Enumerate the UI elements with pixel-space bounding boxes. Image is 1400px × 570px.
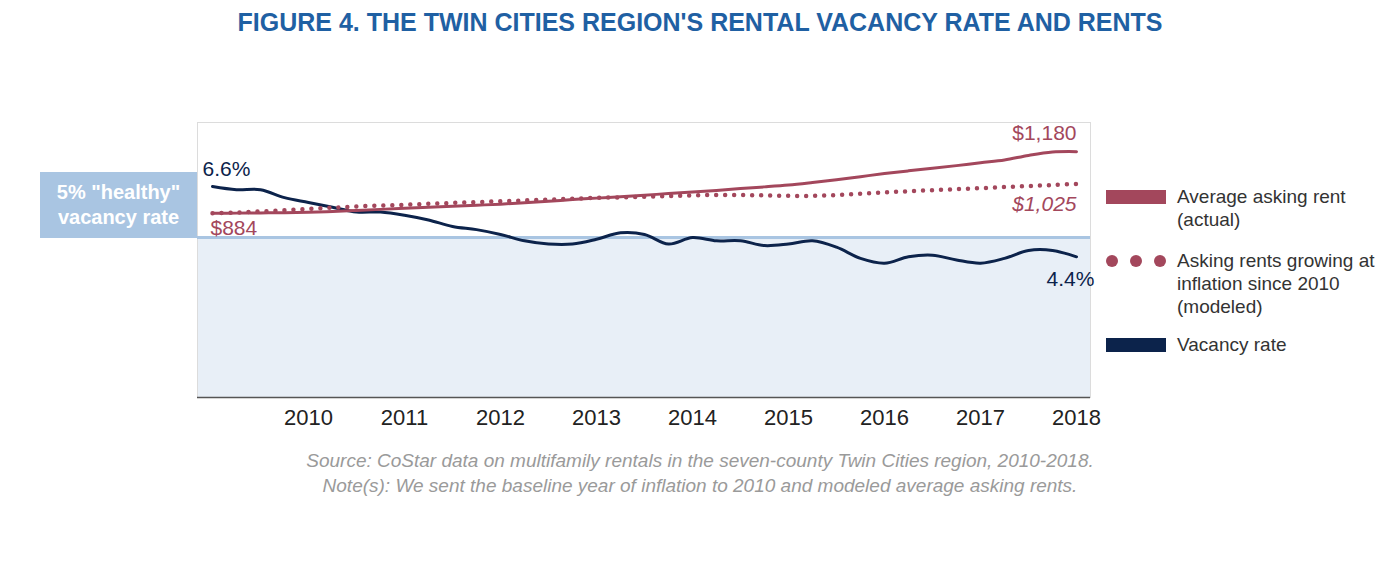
html-text:FIGURE 4. THE TWIN CITIES REGI: FIGURE 4. THE TWIN CITIES REGION'S RENTA… <box>237 8 1163 36</box>
html-text:Vacancy rate: Vacancy rate <box>1177 334 1287 355</box>
svg-text:2014: 2014 <box>668 405 717 430</box>
svg-text:2018: 2018 <box>1052 405 1101 430</box>
svg-text:$884: $884 <box>211 216 258 239</box>
html-text:Average asking rent (actual): Average asking rent (actual) <box>1177 186 1346 230</box>
html-text:Source: CoStar data on multifa: Source: CoStar data on multifamily renta… <box>306 450 1094 471</box>
svg-text:2016: 2016 <box>860 405 909 430</box>
svg-text:4.4%: 4.4% <box>1047 267 1095 290</box>
html-text:Note(s): We sent the baseline: Note(s): We sent the baseline year of in… <box>322 475 1078 496</box>
svg-text:2017: 2017 <box>956 405 1005 430</box>
svg-text:2015: 2015 <box>764 405 813 430</box>
svg-text:2012: 2012 <box>476 405 525 430</box>
html-text:Asking rents growing at inflat: Asking rents growing at inflation since … <box>1177 250 1375 317</box>
svg-text:2011: 2011 <box>381 405 428 430</box>
svg-text:2013: 2013 <box>572 405 621 430</box>
svg-text:$1,025: $1,025 <box>1011 192 1077 215</box>
html-text:5% "healthy" vacancy rate: 5% "healthy" vacancy rate <box>56 181 181 229</box>
svg-text:6.6%: 6.6% <box>203 157 251 180</box>
svg-text:$1,180: $1,180 <box>1012 121 1076 144</box>
svg-text:2010: 2010 <box>284 405 333 430</box>
